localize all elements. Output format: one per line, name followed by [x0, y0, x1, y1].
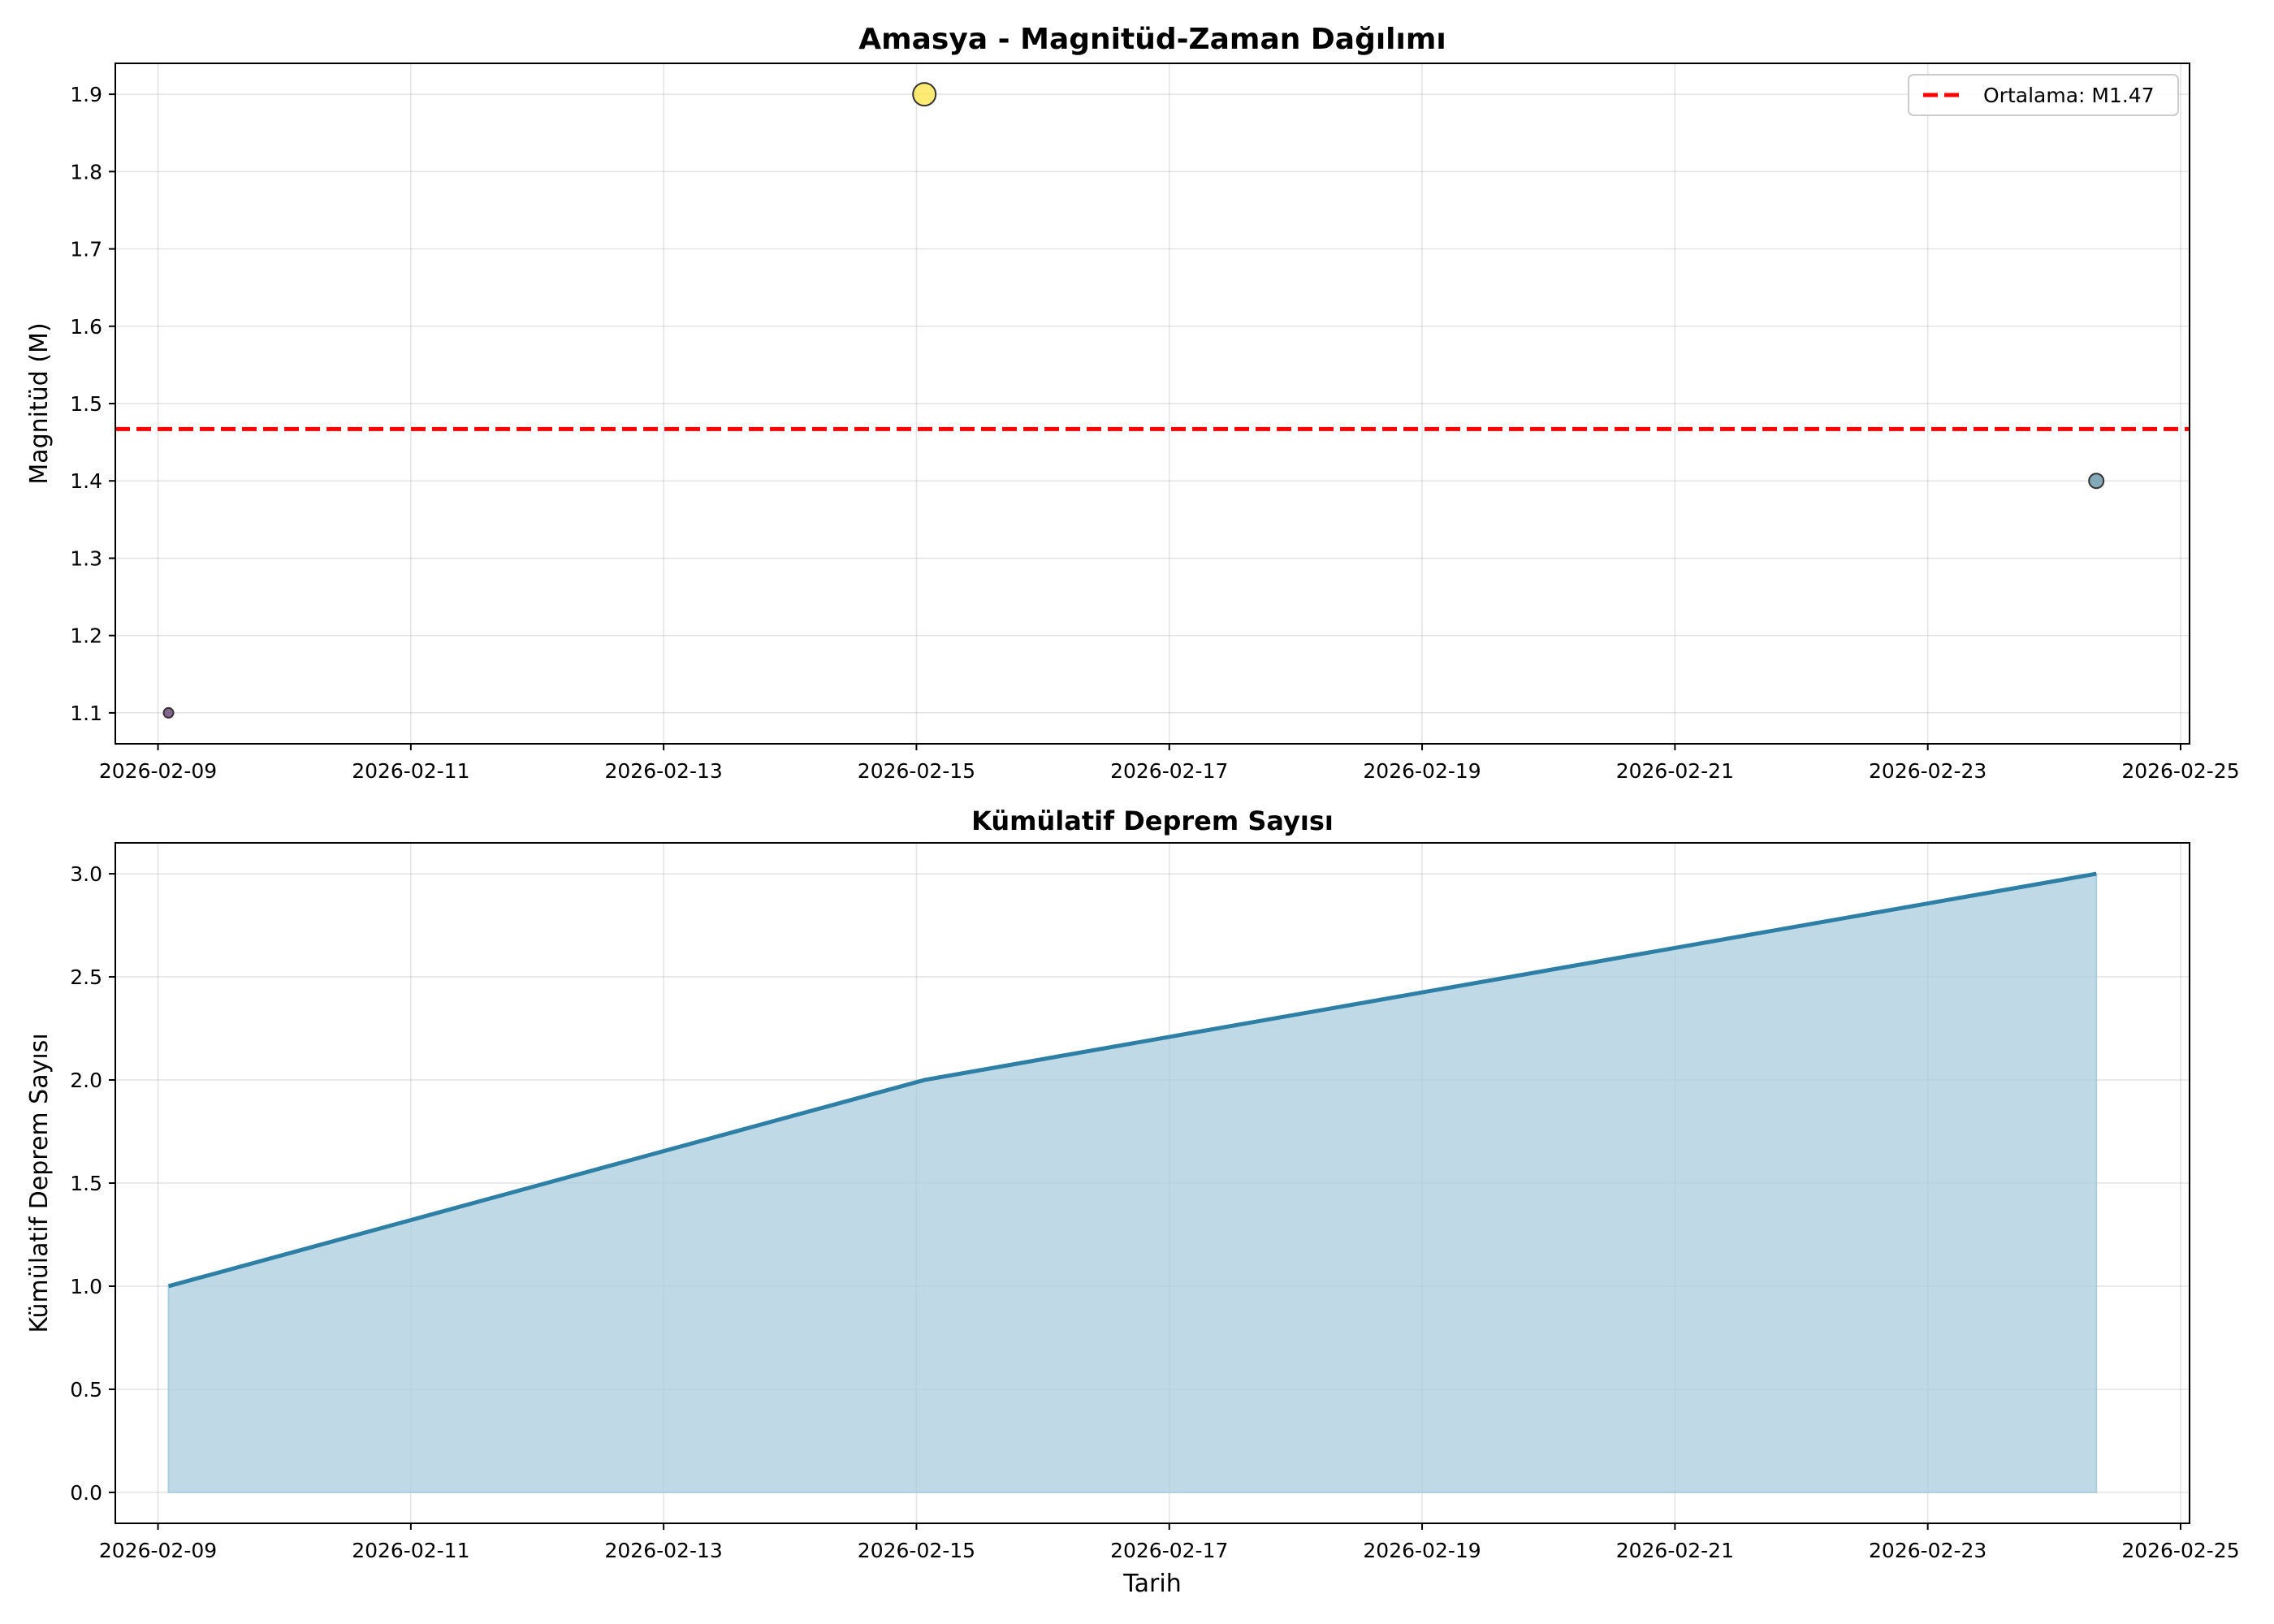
legend: Ortalama: M1.47: [1908, 74, 2179, 116]
y-tick-label: 1.7: [70, 238, 102, 261]
x-tick-label: 2026-02-21: [1616, 1539, 1734, 1562]
magnitude-grid: [115, 63, 2190, 744]
x-tick-label: 2026-02-17: [1110, 1539, 1228, 1562]
x-tick-label: 2026-02-09: [99, 1539, 217, 1562]
y-tick-label: 1.5: [70, 392, 102, 416]
x-tick-label: 2026-02-15: [858, 1539, 975, 1562]
x-tick-label: 2026-02-19: [1363, 759, 1481, 783]
cumulative-y-ticks: 0.0 0.5 1.0 1.5 2.0 2.5 3.0: [70, 862, 115, 1505]
cumulative-x-axis-label: Tarih: [1122, 1570, 1181, 1598]
magnitude-points: [162, 82, 2105, 719]
cumulative-x-ticks: 2026-02-09 2026-02-11 2026-02-13 2026-02-15…: [99, 1523, 2240, 1562]
y-tick-label: 1.9: [70, 83, 102, 106]
x-tick-label: 2026-02-25: [2121, 759, 2239, 783]
y-tick-label: 1.4: [70, 469, 102, 493]
magnitude-x-ticks: 2026-02-09 2026-02-11 2026-02-13 2026-02-15…: [99, 744, 2240, 783]
magnitude-y-axis-label: Magnitüd (M): [25, 322, 54, 484]
x-tick-label: 2026-02-11: [352, 759, 469, 783]
x-tick-label: 2026-02-17: [1110, 759, 1228, 783]
cumulative-chart-title: Kümülatif Deprem Sayısı: [971, 806, 1334, 836]
magnitude-point: [912, 82, 937, 107]
y-tick-label: 1.1: [70, 702, 102, 725]
legend-mean-label: Ortalama: M1.47: [1983, 84, 2155, 107]
x-tick-label: 2026-02-21: [1616, 759, 1734, 783]
y-tick-label: 1.5: [70, 1172, 102, 1195]
x-tick-label: 2026-02-23: [1869, 759, 1987, 783]
y-tick-label: 1.2: [70, 624, 102, 648]
x-tick-label: 2026-02-23: [1869, 1539, 1987, 1562]
x-tick-label: 2026-02-13: [604, 759, 722, 783]
x-tick-label: 2026-02-15: [858, 759, 975, 783]
y-tick-label: 2.5: [70, 965, 102, 989]
magnitude-point: [2088, 473, 2105, 490]
magnitude-y-ticks: 1.1 1.2 1.3 1.4 1.5 1.6 1.7 1.8 1.9: [70, 83, 115, 725]
x-tick-label: 2026-02-11: [352, 1539, 469, 1562]
legend-box: [1908, 74, 2179, 116]
x-tick-label: 2026-02-09: [99, 759, 217, 783]
x-tick-label: 2026-02-25: [2121, 1539, 2239, 1562]
x-tick-label: 2026-02-13: [604, 1539, 722, 1562]
y-tick-label: 0.5: [70, 1378, 102, 1402]
y-tick-label: 0.0: [70, 1481, 102, 1505]
cumulative-y-axis-label: Kümülatif Deprem Sayısı: [25, 1033, 54, 1332]
y-tick-label: 2.0: [70, 1069, 102, 1092]
magnitude-chart: Amasya - Magnitüd-Zaman Dağılımı 2026-02…: [25, 23, 2240, 783]
cumulative-line: [167, 871, 2097, 1289]
y-tick-label: 1.0: [70, 1275, 102, 1298]
x-tick-label: 2026-02-19: [1363, 1539, 1481, 1562]
y-tick-label: 3.0: [70, 862, 102, 886]
magnitude-chart-title: Amasya - Magnitüd-Zaman Dağılımı: [858, 23, 1446, 56]
y-tick-label: 1.8: [70, 160, 102, 184]
y-tick-label: 1.6: [70, 315, 102, 339]
cumulative-chart: Kümülatif Deprem Sayısı 2026-02-09 2026-0…: [25, 806, 2240, 1598]
magnitude-point: [162, 706, 175, 719]
y-tick-label: 1.3: [70, 546, 102, 570]
